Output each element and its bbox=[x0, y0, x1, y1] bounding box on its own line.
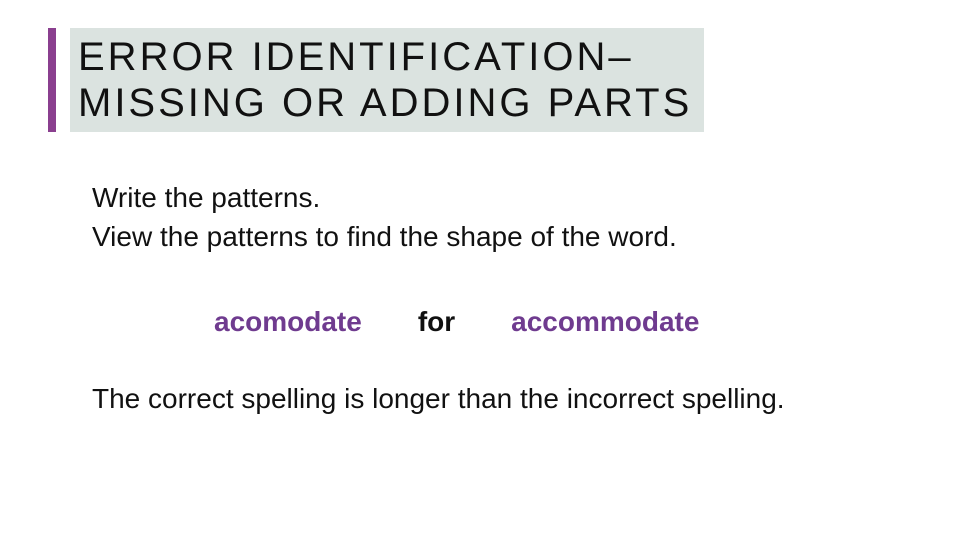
title-line-1: ERROR IDENTIFICATION– bbox=[78, 35, 634, 79]
example-wrong: acomodate bbox=[214, 306, 362, 337]
body-conclusion: The correct spelling is longer than the … bbox=[92, 381, 912, 416]
slide-title: ERROR IDENTIFICATION– MISSING OR ADDING … bbox=[78, 34, 692, 126]
accent-bar bbox=[48, 28, 56, 132]
example-right: accommodate bbox=[511, 306, 699, 337]
spacer bbox=[92, 339, 912, 381]
body-line-1: Write the patterns. bbox=[92, 180, 912, 215]
spacer bbox=[92, 258, 912, 304]
body-line-2: View the patterns to find the shape of t… bbox=[92, 219, 912, 254]
example-gap-2 bbox=[455, 306, 511, 337]
title-line-2: MISSING OR ADDING PARTS bbox=[78, 81, 692, 125]
slide: ERROR IDENTIFICATION– MISSING OR ADDING … bbox=[0, 0, 960, 540]
title-box: ERROR IDENTIFICATION– MISSING OR ADDING … bbox=[70, 28, 704, 132]
title-wrap: ERROR IDENTIFICATION– MISSING OR ADDING … bbox=[48, 28, 912, 132]
example-sep: for bbox=[418, 306, 455, 337]
body-text: Write the patterns. View the patterns to… bbox=[48, 180, 912, 416]
example-gap-1 bbox=[362, 306, 418, 337]
example-line: acomodate for accommodate bbox=[92, 304, 912, 339]
